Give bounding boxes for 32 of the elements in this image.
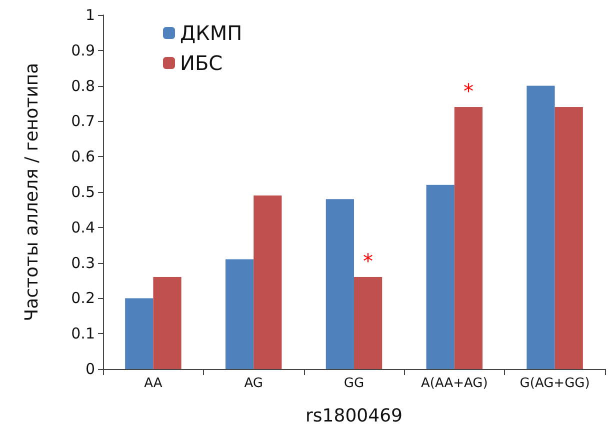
y-tick-label: 0.7: [71, 112, 95, 130]
x-axis-title: rs1800469: [306, 406, 402, 426]
y-tick-label: 1: [85, 6, 95, 24]
bar: [225, 259, 254, 369]
legend-label: ИБС: [180, 51, 223, 75]
y-tick-label: 0.3: [71, 254, 95, 272]
bar: [426, 184, 454, 369]
bar: [326, 199, 354, 369]
y-tick-label: 0.2: [71, 289, 95, 308]
y-tick-label: 0.8: [71, 76, 95, 95]
x-tick-label: AA: [144, 376, 162, 391]
bar: [554, 107, 583, 369]
y-tick-label: 0.1: [71, 324, 95, 343]
x-tick-label: AG: [244, 376, 263, 391]
y-tick-label: 0.5: [71, 183, 95, 201]
y-tick-label: 0.6: [71, 148, 95, 166]
y-tick-label: 0.9: [71, 41, 95, 60]
legend-label: ДКМП: [180, 21, 242, 45]
annotation: *: [363, 248, 374, 273]
bar: [354, 276, 382, 369]
y-axis-title: Частоты аллеля / генотипа: [22, 62, 42, 322]
bar: [526, 86, 555, 369]
bar: [454, 107, 483, 369]
x-tick-label: GG: [344, 376, 364, 391]
y-tick-label: 0: [85, 360, 95, 378]
x-tick-label: A(AA+AG): [420, 376, 488, 391]
annotation: *: [463, 79, 474, 104]
bar: [254, 196, 282, 369]
bar: [125, 298, 154, 369]
bar: [153, 276, 182, 369]
x-tick-label: G(AG+GG): [520, 376, 590, 391]
y-tick-label: 0.4: [71, 218, 95, 236]
